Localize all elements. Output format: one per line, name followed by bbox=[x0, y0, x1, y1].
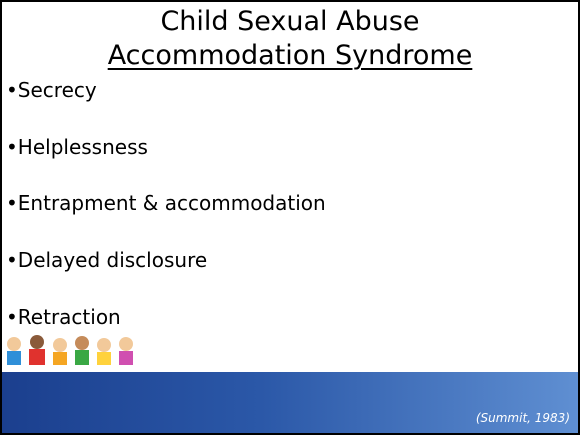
kids-clipart bbox=[2, 332, 162, 372]
bullet-dot: • bbox=[6, 191, 18, 215]
bullet-item: •Delayed disclosure bbox=[6, 248, 207, 272]
bullet-text: Entrapment & accommodation bbox=[18, 191, 326, 215]
kid bbox=[53, 338, 67, 365]
footer-bar: (Summit, 1983) bbox=[2, 372, 578, 433]
bullet-item: •Helplessness bbox=[6, 135, 148, 159]
bullet-item: •Secrecy bbox=[6, 78, 97, 102]
bullet-text: Helplessness bbox=[18, 135, 148, 159]
bullet-dot: • bbox=[6, 305, 18, 329]
bullet-dot: • bbox=[6, 78, 18, 102]
kid bbox=[97, 338, 111, 365]
title-line: Child Sexual Abuse bbox=[2, 6, 578, 37]
slide: Child Sexual Abuse Accommodation Syndrom… bbox=[0, 0, 580, 435]
bullet-dot: • bbox=[6, 248, 18, 272]
kid bbox=[119, 337, 133, 365]
kid bbox=[29, 335, 45, 365]
bullet-text: Secrecy bbox=[18, 78, 97, 102]
title-line: Accommodation Syndrome bbox=[2, 40, 578, 71]
bullet-text: Retraction bbox=[18, 305, 121, 329]
citation: (Summit, 1983) bbox=[476, 411, 570, 425]
kid bbox=[7, 337, 21, 365]
bullet-item: •Retraction bbox=[6, 305, 121, 329]
bullet-text: Delayed disclosure bbox=[18, 248, 207, 272]
kid bbox=[75, 336, 89, 365]
bullet-dot: • bbox=[6, 135, 18, 159]
bullet-item: •Entrapment & accommodation bbox=[6, 191, 326, 215]
